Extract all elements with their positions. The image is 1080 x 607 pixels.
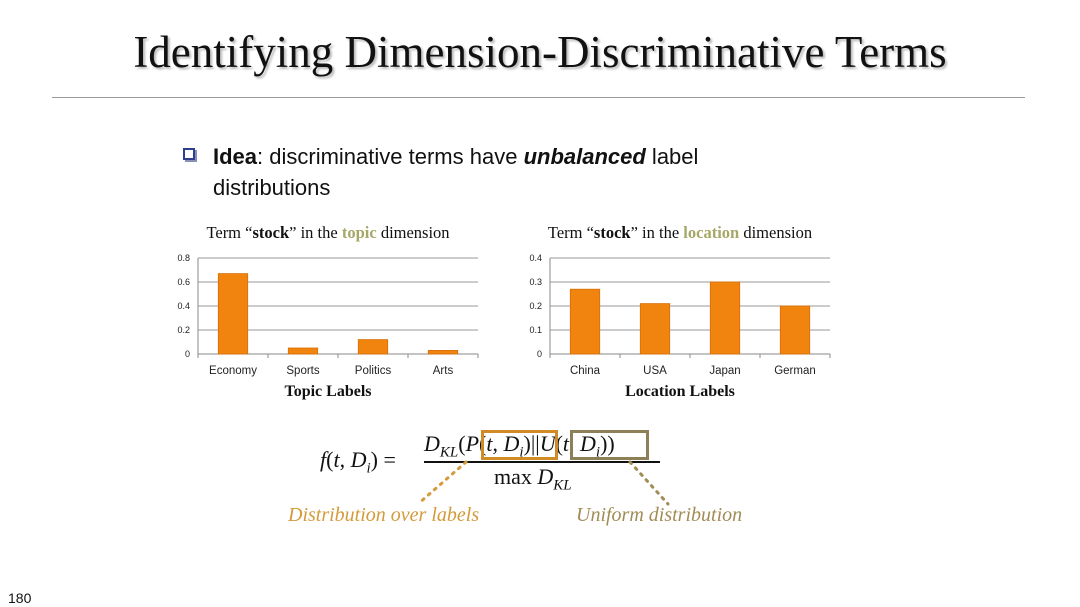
p-distribution-highlight-box (481, 430, 558, 460)
title-term: stock (252, 223, 290, 242)
title-term: stock (593, 223, 631, 242)
title-post: dimension (739, 223, 813, 242)
title-pre: Term “ (206, 223, 253, 242)
x-axis-label: Topic Labels (284, 383, 372, 400)
chart-title: Term “stock” in the topic dimension (168, 223, 488, 243)
y-tick-label: 0.4 (529, 253, 542, 263)
y-tick-label: 0.1 (529, 325, 542, 335)
slide-title: Identifying Dimension-Discriminative Ter… (133, 27, 947, 77)
bar-japan (709, 281, 741, 355)
title-dimension: location (683, 223, 740, 242)
y-tick-label: 0.2 (529, 301, 542, 311)
x-tick-label: Economy (209, 365, 257, 377)
topic-chart: Term “stock” in the topic dimension 0 0.2… (168, 220, 488, 410)
formula-numerator: DKL(P(t, Di)||U(t, Di)) (424, 431, 615, 461)
idea-text-part1: : discriminative terms have (257, 144, 524, 169)
bar-economy (217, 273, 249, 355)
x-tick-label: China (570, 365, 601, 377)
x-tick-label: Arts (433, 365, 454, 377)
bar-china (569, 288, 601, 355)
uniform-distribution-annotation: Uniform distribution (576, 504, 743, 526)
y-tick-label: 0.2 (177, 325, 190, 335)
location-chart: Term “stock” in the location dimension 0… (520, 220, 840, 410)
chart-title: Term “stock” in the location dimension (520, 223, 840, 243)
x-tick-label: USA (643, 365, 667, 377)
u-distribution-highlight-box (570, 430, 649, 460)
title-divider (52, 97, 1025, 98)
distribution-over-labels-annotation: Distribution over labels (288, 504, 480, 526)
bar-usa (639, 303, 671, 355)
bar-german (779, 305, 811, 355)
title-mid: ” in the (289, 223, 342, 242)
y-tick-label: 0 (185, 349, 190, 359)
square-bullet-icon (183, 148, 195, 160)
topic-chart-plot: 0 0.2 0.4 0.6 0.8 Economy Sports Politics Arts (177, 253, 479, 377)
x-tick-label: Sports (286, 365, 319, 377)
x-tick-label: Japan (709, 365, 740, 377)
formula-lhs: f(t, Di) = (320, 447, 396, 477)
x-tick-label: German (774, 365, 816, 377)
y-tick-label: 0.4 (177, 301, 190, 311)
bar-arts (427, 350, 459, 355)
title-mid: ” in the (630, 223, 684, 242)
title-pre: Term “ (547, 223, 594, 242)
y-tick-label: 0 (537, 349, 542, 359)
formula-denominator: max DKL (494, 464, 572, 494)
idea-label: Idea (213, 144, 258, 169)
idea-emphasis: unbalanced (523, 144, 646, 169)
y-tick-label: 0.3 (529, 277, 542, 287)
fraction-bar (424, 461, 660, 463)
location-chart-plot: 0 0.1 0.2 0.3 0.4 China USA Japan German (529, 253, 831, 377)
title-post: dimension (376, 223, 450, 242)
y-tick-label: 0.6 (177, 277, 190, 287)
idea-text-part2: label distributions (213, 144, 699, 200)
kl-formula: f(t, Di) = DKL(P(t, Di)||U(t, Di)) max D… (318, 428, 678, 494)
idea-text: Idea: discriminative terms have unbalanc… (213, 141, 813, 203)
bar-sports (287, 347, 319, 355)
page-number: 180 (8, 590, 32, 606)
title-dimension: topic (341, 223, 377, 242)
x-tick-label: Politics (355, 365, 392, 377)
x-axis-label: Location Labels (625, 383, 735, 400)
bar-politics (357, 339, 389, 355)
y-tick-label: 0.8 (177, 253, 190, 263)
